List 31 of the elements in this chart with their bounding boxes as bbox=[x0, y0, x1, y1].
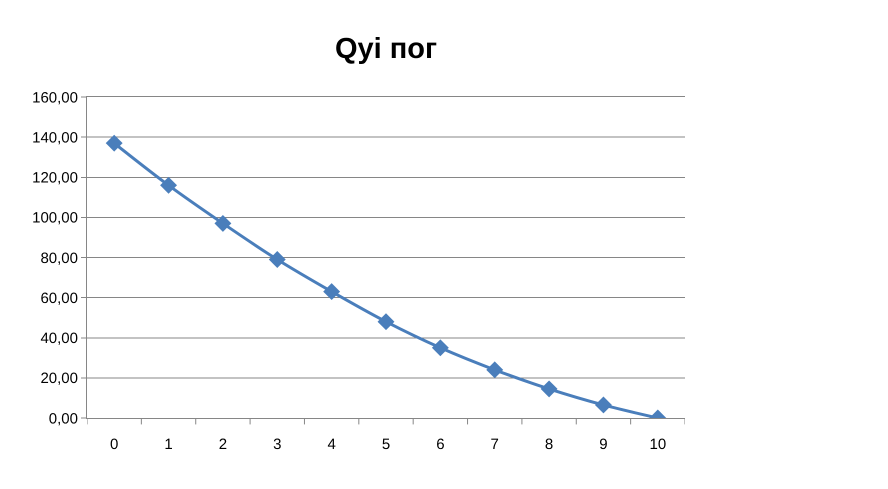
y-tick-label: 20,00 bbox=[40, 370, 78, 388]
x-tick-label: 8 bbox=[544, 436, 554, 453]
x-tick-label: 2 bbox=[218, 436, 228, 453]
point bbox=[268, 251, 286, 268]
x-tick-label: 9 bbox=[599, 436, 608, 453]
y-tick-label: 40,00 bbox=[40, 330, 78, 347]
point bbox=[323, 283, 340, 300]
point bbox=[486, 361, 504, 378]
x-tick-label: 7 bbox=[490, 436, 499, 453]
y-tick-label: 160,00 bbox=[32, 89, 78, 106]
y-tick-label: 0,00 bbox=[48, 410, 78, 428]
x-tick-label: 3 bbox=[273, 436, 282, 453]
x-tick-label: 6 bbox=[436, 436, 445, 453]
point bbox=[106, 134, 123, 152]
y-tick-label: 60,00 bbox=[40, 290, 78, 307]
x-tick-label: 1 bbox=[164, 436, 173, 453]
x-tick-label: 0 bbox=[110, 436, 118, 453]
point bbox=[160, 176, 177, 194]
chart-title: Qyi пoг bbox=[334, 33, 438, 66]
y-tick-label: 100,00 bbox=[32, 210, 78, 227]
x-tick-label: 5 bbox=[382, 436, 390, 453]
point bbox=[540, 380, 558, 398]
point bbox=[595, 396, 612, 414]
point bbox=[432, 339, 449, 356]
x-tick-label: 10 bbox=[649, 436, 666, 453]
y-tick-label: 120,00 bbox=[32, 170, 78, 186]
point bbox=[378, 313, 394, 330]
x-tick-label: 4 bbox=[327, 436, 336, 453]
point bbox=[214, 214, 232, 232]
y-tick-label: 140,00 bbox=[32, 129, 78, 146]
y-tick-label: 80,00 bbox=[40, 250, 78, 267]
